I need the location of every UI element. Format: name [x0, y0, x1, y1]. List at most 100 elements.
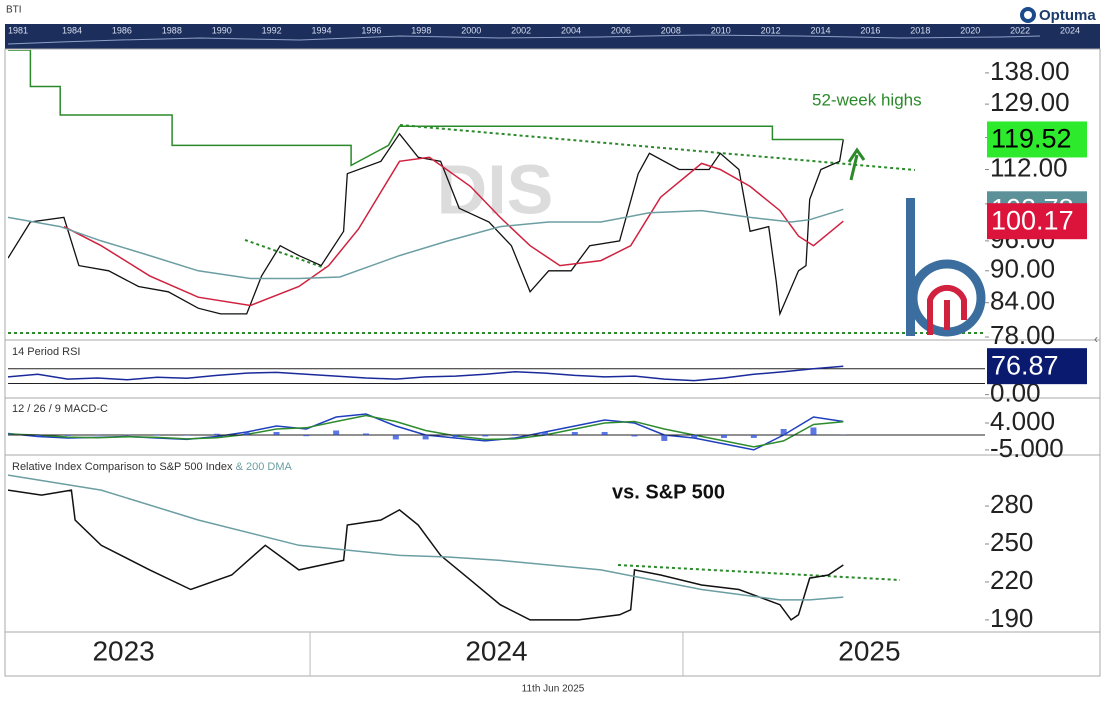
- panel-title: Relative Index Comparison to S&P 500 Ind…: [12, 461, 293, 473]
- overview-year: 2012: [761, 25, 781, 35]
- histogram-bar: [661, 434, 668, 441]
- histogram-bar: [571, 431, 578, 435]
- histogram-bar: [8, 434, 11, 435]
- watermark-logo: [906, 198, 986, 337]
- panel: [8, 413, 985, 451]
- y-tick-label: 250: [990, 527, 1033, 557]
- histogram-bar: [422, 434, 429, 440]
- overview-year: 2004: [561, 25, 581, 35]
- histogram-bar: [512, 434, 519, 435]
- trendline: [399, 124, 916, 171]
- annotation: vs. S&P 500: [612, 481, 725, 503]
- value-tag: [987, 348, 1087, 385]
- y-tick-label: 220: [990, 565, 1033, 595]
- histogram-bar: [631, 434, 638, 437]
- series-line: [8, 474, 844, 601]
- overview-year: 2014: [811, 25, 831, 35]
- overview-year: 2022: [1010, 25, 1030, 35]
- annotation: 52-week highs: [812, 90, 922, 109]
- overview-year: 2010: [711, 25, 731, 35]
- value-tag-label: 100.17: [991, 205, 1074, 235]
- x-tick-label: 2025: [838, 635, 900, 666]
- overview-year: 2016: [860, 25, 880, 35]
- x-tick-label: 2024: [465, 635, 527, 666]
- histogram-bar: [183, 434, 190, 436]
- histogram-bar: [750, 434, 757, 438]
- overview-line: [7, 34, 1041, 45]
- series-line: [8, 489, 844, 621]
- histogram-bar: [154, 434, 161, 436]
- x-tick-label: 2023: [92, 635, 154, 666]
- brand-logo: Optuma: [1020, 7, 1096, 24]
- y-tick-label: 129.00: [990, 87, 1070, 117]
- overview-year: 2020: [960, 25, 980, 35]
- overview-year: 2006: [611, 25, 631, 35]
- y-tick-label: 138.00: [990, 56, 1070, 86]
- y-tick-label: 84.00: [990, 286, 1055, 316]
- trendline: [617, 564, 901, 581]
- histogram-bar: [691, 434, 698, 438]
- panel-subtitle: & 200 DMA: [236, 461, 293, 473]
- histogram-bar: [213, 433, 220, 435]
- brand-name: Optuma: [1039, 7, 1096, 24]
- series-line: [8, 50, 844, 167]
- histogram-bar: [601, 431, 608, 435]
- overview-year: 1981: [8, 25, 28, 35]
- overview-year: 1998: [411, 25, 431, 35]
- watermark: DIS: [437, 150, 554, 228]
- arrow: [847, 147, 866, 181]
- histogram-bar: [780, 428, 787, 435]
- histogram-bar: [810, 427, 817, 435]
- panel: [8, 50, 844, 317]
- histogram-bar: [303, 434, 310, 437]
- panel-title: 12 / 26 / 9 MACD-C: [12, 403, 108, 415]
- collapse-arrow[interactable]: ‹: [1094, 332, 1098, 346]
- overview-year: 2002: [511, 25, 531, 35]
- value-tag: [987, 121, 1087, 158]
- symbol: BTI: [6, 5, 22, 16]
- trendline: [244, 239, 326, 269]
- histogram-bar: [333, 430, 340, 435]
- overview-year: 1988: [162, 25, 182, 35]
- overview-strip: [5, 24, 1100, 49]
- panel-title: 14 Period RSI: [12, 346, 80, 358]
- overview-year: 2024: [1060, 25, 1080, 35]
- histogram-bar: [243, 432, 250, 435]
- y-tick-label: -5.000: [990, 433, 1064, 463]
- overview-year: 2018: [910, 25, 930, 35]
- panel-title-text: Relative Index Comparison to S&P 500 Ind…: [12, 461, 233, 473]
- value-tag-label: 76.87: [991, 350, 1059, 380]
- histogram-bar: [720, 434, 727, 438]
- y-tick-label: 4.000: [990, 406, 1055, 436]
- y-tick-label: 78.00: [990, 320, 1055, 350]
- series-line: [8, 132, 844, 317]
- overview-year: 2000: [461, 25, 481, 35]
- histogram-bar: [64, 434, 71, 436]
- overview-labels: 1981 1984 1986 1988 1990 1992 1994 1996 1998 2000…: [8, 25, 1080, 35]
- series-line: [8, 208, 844, 280]
- series-line: [63, 156, 844, 307]
- overview-year: 1992: [262, 25, 282, 35]
- panel: [8, 365, 985, 385]
- value-tag: [987, 203, 1087, 240]
- series-line: [8, 414, 844, 448]
- histogram-bar: [34, 434, 41, 437]
- overview-year: 1986: [112, 25, 132, 35]
- overview-year: 1990: [212, 25, 232, 35]
- overview-year: 1994: [312, 25, 332, 35]
- histogram-bar: [541, 431, 548, 435]
- y-tick-label: 280: [990, 489, 1033, 519]
- histogram-bar: [362, 433, 369, 435]
- overview-year: 1984: [62, 25, 82, 35]
- histogram-bar: [452, 434, 459, 438]
- overview-year: 2008: [661, 25, 681, 35]
- histogram-bar: [482, 434, 489, 437]
- footer-date: 11th Jun 2025: [522, 684, 585, 695]
- series-line: [8, 365, 844, 382]
- panel: [8, 474, 844, 621]
- frame: [4, 48, 1101, 677]
- histogram-bar: [392, 434, 399, 440]
- overview-year: 1996: [361, 25, 381, 35]
